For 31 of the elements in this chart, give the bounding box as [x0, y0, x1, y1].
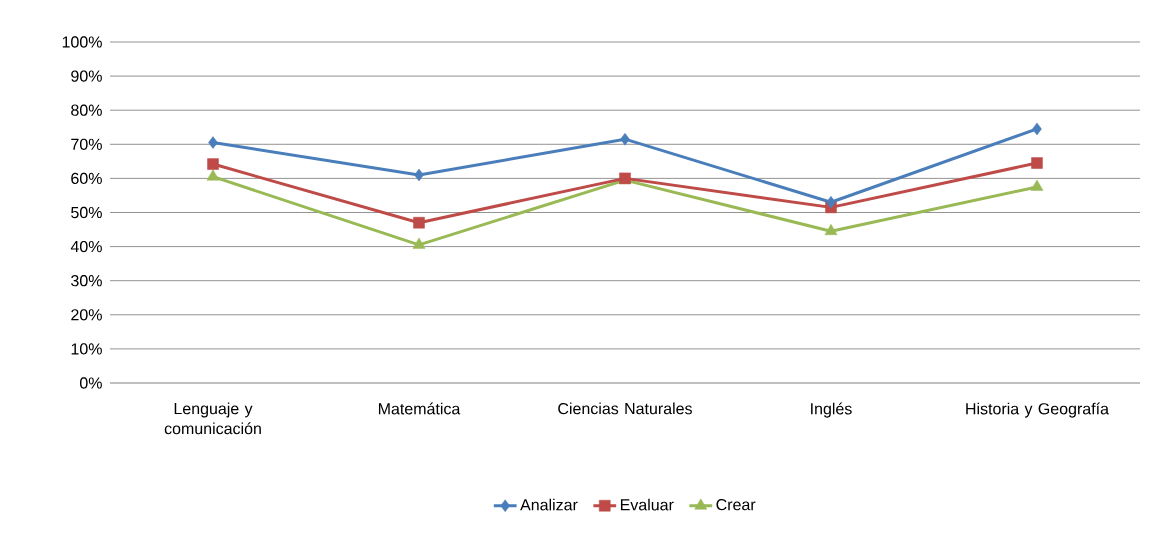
y-tick-label: 30% [71, 275, 102, 287]
point [824, 223, 838, 235]
legend-label: Crear [716, 498, 756, 511]
y-tick-label: 0% [79, 377, 102, 389]
point [1031, 157, 1043, 169]
y-tick-label: 60% [71, 172, 102, 185]
point [412, 237, 426, 249]
x-tick-label: Inglés [811, 402, 852, 418]
point [206, 169, 220, 181]
point [414, 168, 424, 182]
y-tick-label: 80% [71, 104, 102, 116]
x-tick-label: Matemática [378, 402, 461, 415]
x-tick-label: Ciencias Naturales [558, 402, 692, 415]
y-tick-label: 40% [70, 240, 102, 253]
y-tick-label: 10% [71, 343, 102, 355]
point [413, 216, 425, 229]
y-tick-label: 90% [71, 70, 102, 82]
point [208, 136, 218, 149]
y-tick-label: 70% [71, 138, 102, 150]
y-tick-label: 20% [71, 309, 102, 321]
y-tick-label: 100% [62, 36, 102, 48]
point [1032, 122, 1042, 136]
point [1030, 179, 1044, 191]
legend-label: Analizar [520, 498, 578, 511]
x-tick-label: Lenguaje y comunicación [164, 402, 261, 435]
x-tick-label: Historia y Geografía [966, 402, 1109, 418]
legend-label: Evaluar [620, 498, 674, 511]
point [207, 158, 219, 170]
point [620, 132, 630, 146]
point [826, 196, 836, 209]
y-tick-label: 50% [71, 206, 102, 219]
